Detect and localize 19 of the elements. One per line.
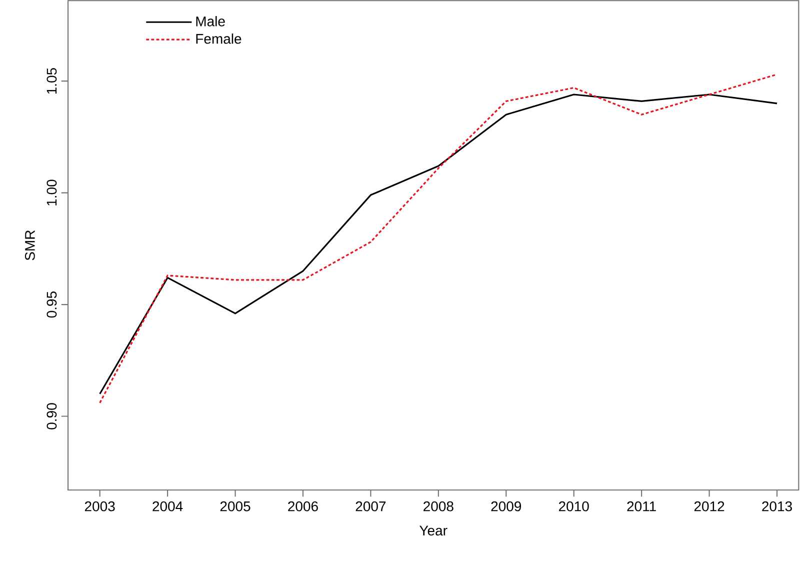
y-tick-label: 1.05 <box>46 68 57 94</box>
y-axis-title: SMR <box>24 230 35 260</box>
x-tick-label: 2007 <box>356 501 386 512</box>
x-tick-label: 2013 <box>762 501 792 512</box>
x-tick-label: 2006 <box>288 501 318 512</box>
legend-label: Female <box>196 34 242 44</box>
y-tick-label: 1.00 <box>46 180 57 206</box>
x-tick-label: 2010 <box>558 501 589 512</box>
x-tick-label: 2012 <box>694 501 724 512</box>
x-axis-title: Year <box>420 526 448 536</box>
y-tick-label: 0.95 <box>46 292 57 318</box>
y-tick-label: 0.90 <box>46 403 57 430</box>
x-tick-label: 2009 <box>491 501 522 512</box>
x-tick-label: 2004 <box>152 501 183 512</box>
x-tick-label: 2011 <box>627 501 656 512</box>
x-tick-label: 2008 <box>424 501 454 512</box>
x-tick-label: 2005 <box>220 501 250 512</box>
legend-label: Male <box>196 16 225 26</box>
x-tick-label: 2003 <box>84 501 115 512</box>
